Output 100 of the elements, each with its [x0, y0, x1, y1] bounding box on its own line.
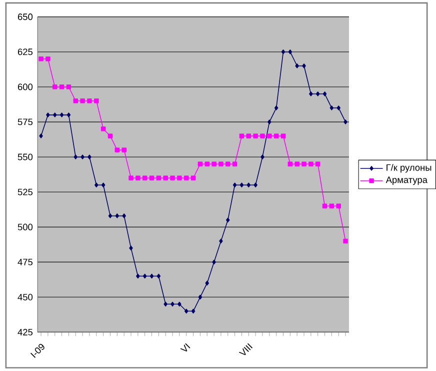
point: [336, 106, 340, 110]
point: [114, 148, 120, 152]
point: [184, 176, 189, 180]
y-tick-label: 650: [18, 14, 33, 20]
point: [336, 204, 341, 209]
point: [80, 154, 84, 160]
point: [149, 176, 154, 180]
point: [87, 98, 92, 104]
point: [46, 56, 50, 62]
point: [59, 84, 64, 90]
point: [150, 274, 154, 279]
point: [52, 112, 57, 118]
point: [268, 120, 272, 124]
point: [52, 84, 58, 90]
point: [170, 302, 174, 307]
point: [142, 274, 147, 279]
point: [219, 238, 223, 244]
point: [136, 274, 140, 279]
y-tick-label: 425: [18, 329, 33, 336]
legend-label: Арматура: [386, 176, 428, 186]
y-tick-label: 525: [18, 188, 33, 196]
legend-label: Г/к рулоны: [386, 164, 432, 173]
y-tick-label: 600: [18, 84, 33, 90]
point: [46, 112, 50, 118]
point: [115, 214, 120, 218]
point: [246, 182, 251, 188]
point: [226, 218, 230, 223]
point: [288, 50, 292, 54]
point: [100, 126, 106, 132]
point: [178, 302, 182, 307]
point: [142, 176, 148, 180]
point: [329, 204, 334, 209]
point: [164, 302, 168, 307]
point: [212, 162, 216, 166]
point: [218, 162, 224, 166]
point: [260, 154, 264, 160]
point: [66, 112, 71, 118]
point: [343, 238, 348, 244]
point: [198, 162, 203, 166]
point: [315, 162, 320, 166]
point: [239, 134, 244, 138]
point: [122, 148, 126, 152]
point: [274, 106, 278, 110]
point: [184, 308, 188, 314]
point: [170, 176, 175, 180]
point: [129, 246, 133, 251]
point: [316, 92, 320, 96]
point: [39, 134, 43, 138]
point: [80, 98, 85, 104]
point: [295, 64, 299, 68]
point: [128, 176, 134, 180]
point: [322, 204, 328, 209]
point: [163, 176, 168, 180]
point: [73, 98, 78, 104]
y-tick-label: 550: [18, 154, 33, 160]
point: [60, 112, 64, 118]
point: [191, 308, 196, 314]
point: [308, 162, 314, 166]
point: [136, 176, 140, 180]
point: [281, 50, 286, 54]
x-tick-label: VI: [180, 343, 190, 352]
point: [226, 162, 230, 166]
y-tick-label: 625: [18, 48, 33, 56]
point: [94, 98, 99, 104]
point: [274, 134, 279, 138]
point: [232, 182, 237, 188]
y-tick-label: 475: [18, 259, 33, 266]
point: [74, 154, 78, 160]
point: [190, 176, 196, 180]
y-tick-label: 500: [18, 224, 33, 230]
point: [309, 92, 313, 96]
point: [88, 154, 92, 160]
point: [322, 92, 327, 96]
point: [156, 274, 161, 279]
point: [177, 176, 182, 180]
point: [253, 134, 258, 138]
y-tick-label: 575: [18, 118, 33, 126]
point: [66, 84, 72, 90]
point: [232, 162, 238, 166]
point: [260, 134, 265, 138]
point: [280, 134, 286, 138]
point: [344, 120, 348, 124]
point: [240, 182, 244, 188]
point: [198, 294, 202, 300]
point: [38, 56, 44, 62]
point: [330, 106, 334, 110]
point: [122, 214, 126, 218]
point: [108, 214, 112, 218]
point: [204, 162, 210, 166]
point: [246, 134, 252, 138]
point: [94, 182, 98, 188]
point: [288, 162, 293, 166]
point: [267, 134, 272, 138]
point: [101, 182, 106, 188]
x-tick-label: VIII: [238, 343, 253, 356]
point: [212, 260, 216, 265]
point: [302, 64, 306, 68]
point: [205, 280, 209, 286]
point: [108, 134, 113, 138]
point: [302, 162, 306, 166]
